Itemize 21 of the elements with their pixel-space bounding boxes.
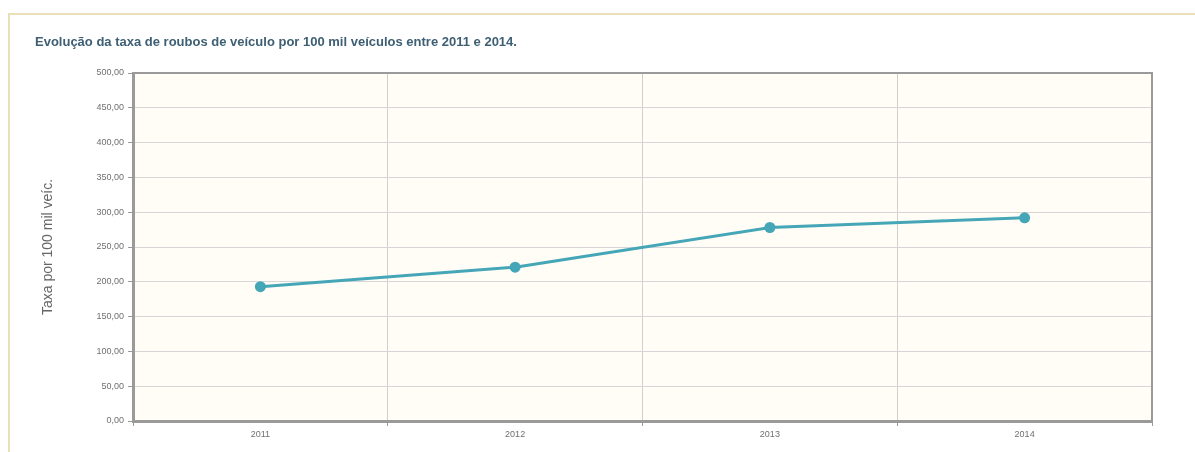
point	[509, 261, 521, 273]
y-tick-label: 100,00	[96, 345, 124, 356]
x-tick-label: 2011	[250, 428, 271, 439]
point	[254, 281, 266, 293]
x-tick-label: 2012	[505, 428, 526, 439]
y-tick-label: 300,00	[96, 206, 124, 217]
point	[764, 222, 776, 234]
y-tick-label: 250,00	[96, 241, 124, 252]
y-tick-label: 200,00	[96, 276, 124, 287]
y-tick-label: 150,00	[96, 311, 124, 322]
point	[1019, 212, 1031, 224]
chart-title: Evolução da taxa de roubos de veículo por 100 mil veículos entre 2011 e 2014.	[35, 34, 517, 49]
y-tick-label: 0,00	[106, 415, 124, 426]
y-tick-label: 450,00	[96, 102, 124, 113]
x-tick-label: 2014	[1014, 428, 1035, 439]
y-tick-label: 350,00	[96, 171, 124, 182]
y-tick-label: 500,00	[96, 67, 124, 78]
y-tick-label: 50,00	[101, 380, 124, 391]
x-tick-label: 2013	[759, 428, 780, 439]
y-tick-label: 400,00	[96, 137, 124, 148]
y-axis-title: Taxa por 100 mil veíc.	[39, 178, 56, 316]
